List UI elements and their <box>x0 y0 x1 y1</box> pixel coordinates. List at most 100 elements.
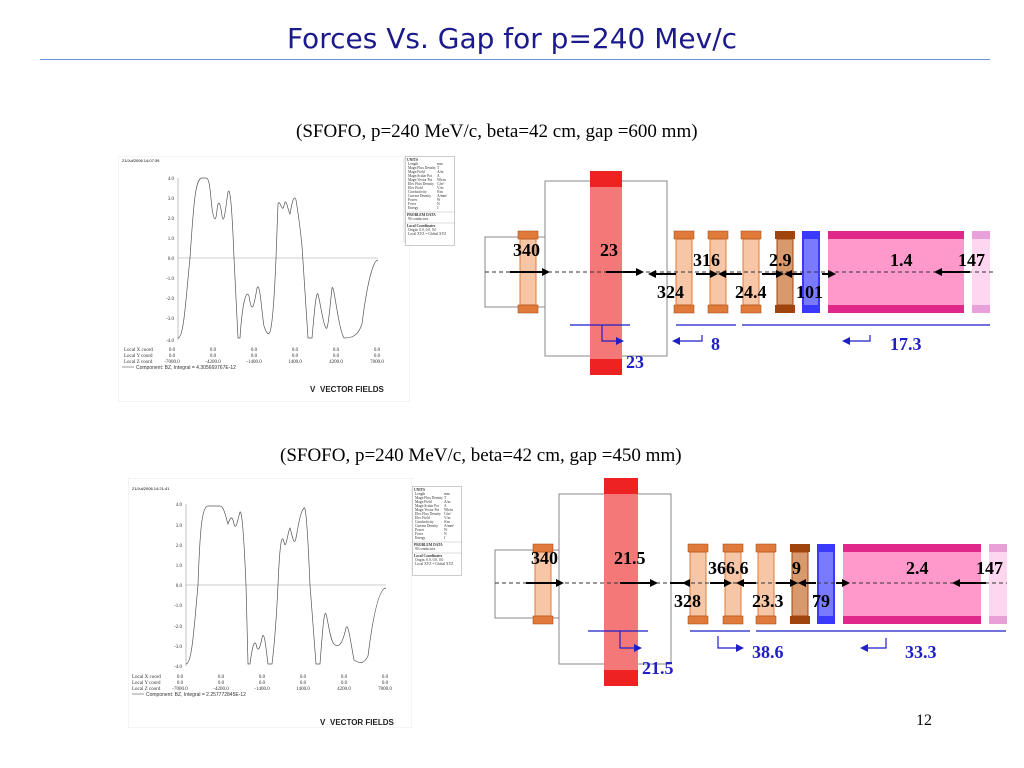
title-divider <box>40 59 990 60</box>
coil-cap <box>755 543 777 553</box>
coord-value: -1400.0 <box>254 687 270 692</box>
y-tick: 3.0 <box>168 197 175 202</box>
legend-unit: Wb/m <box>444 508 453 512</box>
bz-curve <box>177 177 379 339</box>
panel-2-coil-diagram: 340 21.5 366.6 9 2.4 147 328 23.3 79 38.… <box>494 478 1007 686</box>
coil-red-cap <box>590 171 622 187</box>
bz-curve <box>185 505 387 665</box>
legend-row: Magn Vector Pot <box>408 178 432 182</box>
coord-value: -7000.0 <box>164 360 180 365</box>
problem-title: PROBLEM DATA <box>414 543 443 547</box>
panel-1-units-legend: UNITS Length Magn Flux Density Magn Fiel… <box>405 156 455 246</box>
legend-row: Current Density <box>408 194 431 198</box>
coord-value: -1400.0 <box>246 360 262 365</box>
coord-value: 0.0 <box>374 348 381 353</box>
coord-value: 0.0 <box>300 681 307 686</box>
legend-row: Elec Field <box>415 516 430 520</box>
coord-label: Local X coord <box>132 675 161 680</box>
slide-title: Forces Vs. Gap for p=240 Mev/c <box>286 22 738 55</box>
legend-unit: A/m <box>444 500 451 504</box>
coord-value: 4200.0 <box>329 360 343 365</box>
force-label: 9 <box>792 558 801 578</box>
coil-cap <box>740 230 762 240</box>
legend-unit: A/m <box>437 170 444 174</box>
y-tick: -3.0 <box>166 317 174 322</box>
coord-value: 0.0 <box>382 675 389 680</box>
legend-row: Magn Field <box>408 170 425 174</box>
coil-cap <box>790 544 810 552</box>
y-tick: -3.0 <box>174 645 182 650</box>
panel-2-subtitle: (SFOFO, p=240 MeV/c, beta=42 cm, gap =45… <box>280 445 682 466</box>
axial-force-label: 33.3 <box>905 642 937 662</box>
legend-unit: N <box>444 532 447 536</box>
coord-value: 0.0 <box>333 348 340 353</box>
coord-value: 1400.0 <box>288 360 302 365</box>
legend-unit: J <box>444 536 446 540</box>
force-label: 316 <box>693 250 720 270</box>
coord-label: Local Y coord <box>124 354 153 359</box>
axial-force-label: 38.6 <box>752 642 784 662</box>
coord-value: 0.0 <box>218 681 225 686</box>
legend-unit: mm <box>437 162 443 166</box>
coil-cap <box>790 616 810 624</box>
vector-fields-logo: VECTOR FIELDS <box>320 385 385 394</box>
legend-row: Power <box>408 198 418 202</box>
coil-cap <box>722 615 744 625</box>
legend-unit: V/m <box>437 186 444 190</box>
legend-unit: J <box>437 206 439 210</box>
legend-unit: T <box>444 496 447 500</box>
panel-1-coil-diagram: 340 23 316 2.9 1.4 147 324 24.4 101 8 17… <box>484 171 995 375</box>
force-label: 340 <box>513 240 540 260</box>
panel-2-field-plot: 21/Jul/2006 14:21:41 4.0 3.0 2.0 1.0 0.0… <box>128 478 412 728</box>
y-tick: -2.0 <box>166 297 174 302</box>
coord-value: -4200.0 <box>205 360 221 365</box>
legend-unit: S/m <box>437 190 443 194</box>
local-row: Origin: 0.0, 0.0, 0.0 <box>408 228 437 233</box>
coil-red-cap <box>604 478 638 494</box>
legend-row: Length <box>415 492 425 496</box>
coil-cap <box>532 615 554 625</box>
coil-cap <box>775 231 795 239</box>
force-label: 147 <box>958 250 985 270</box>
legend-unit: A/mm² <box>444 524 454 528</box>
force-label: 147 <box>976 558 1003 578</box>
force-label: 1.4 <box>890 250 913 270</box>
legend-row: Force <box>408 202 417 206</box>
coil-red-cap <box>590 359 622 375</box>
coord-value: 0.0 <box>177 675 184 680</box>
y-tick: 4.0 <box>176 503 183 508</box>
coord-value: 1400.0 <box>296 687 310 692</box>
coord-value: 0.0 <box>251 354 258 359</box>
legend-unit: S/m <box>444 520 450 524</box>
force-label: 2.4 <box>906 558 929 578</box>
y-tick: 3.0 <box>176 524 183 529</box>
y-tick: 1.0 <box>176 564 183 569</box>
legend-row: Elec Flux Density <box>408 182 434 186</box>
legend-row: Power <box>415 528 425 532</box>
coil-cap <box>755 615 777 625</box>
problem-title: PROBLEM DATA <box>407 213 436 217</box>
coord-value: 0.0 <box>382 681 389 686</box>
coord-value: 0.0 <box>259 675 266 680</box>
local-title: Local Coordinates <box>407 224 436 228</box>
coord-value: 0.0 <box>341 675 348 680</box>
y-tick: 0.0 <box>176 584 183 589</box>
plot-integral: Component: BZ, Integral = 2.257772845E-1… <box>146 692 246 698</box>
force-label: 324 <box>657 282 684 302</box>
legend-row: Current Density <box>415 524 438 528</box>
legend-row: Energy <box>408 206 419 210</box>
coil-cap <box>673 304 695 314</box>
coil-cap <box>687 615 709 625</box>
coord-value: 0.0 <box>341 681 348 686</box>
coil-cap <box>722 543 744 553</box>
coord-label: Local X coord <box>124 348 153 353</box>
plot-integral: Component: BZ, Integral = 4.305669767E-1… <box>136 365 236 371</box>
y-tick: 2.0 <box>168 217 175 222</box>
coil-faint <box>972 239 990 305</box>
coord-value: 0.0 <box>300 675 307 680</box>
coil-cap <box>517 304 539 314</box>
legend-row: Magn Flux Density <box>408 166 436 170</box>
coil-cap <box>673 230 695 240</box>
legend-unit: A <box>437 174 440 178</box>
legend-row: Magn Scalar Pot <box>408 174 432 178</box>
